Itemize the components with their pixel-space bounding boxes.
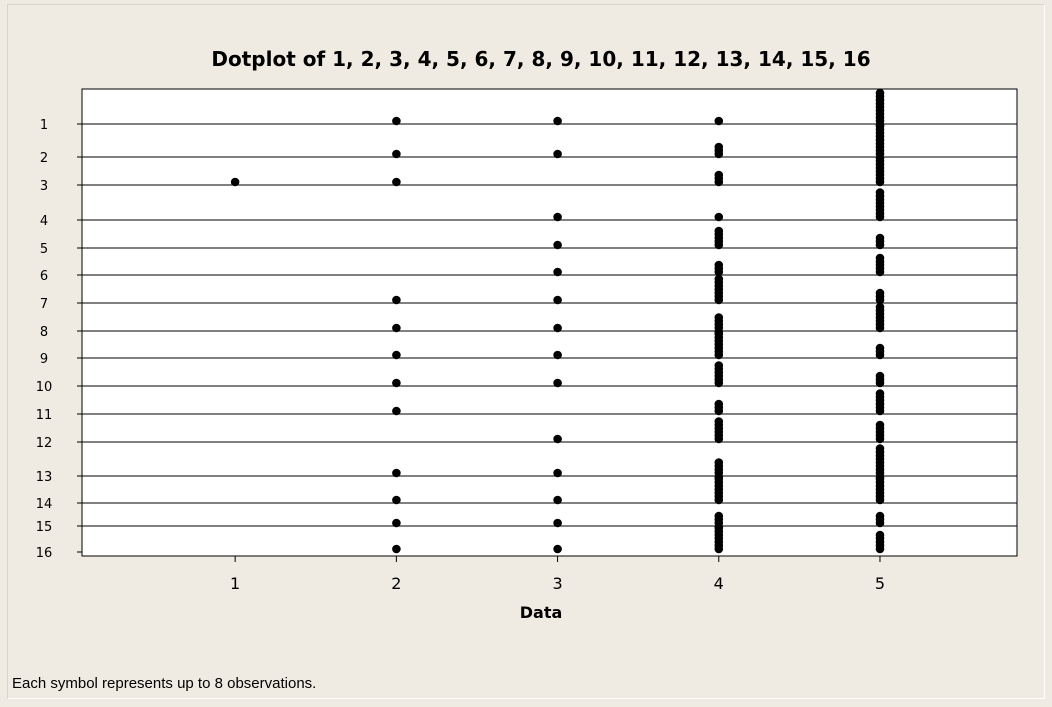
dot-symbol	[231, 178, 240, 187]
dot-symbol	[392, 150, 401, 159]
footnote: Each symbol represents up to 8 observati…	[12, 675, 316, 692]
dot-symbol	[392, 407, 401, 416]
dot-symbol	[715, 171, 724, 180]
row-label: 2	[40, 151, 48, 166]
row-label: 16	[36, 546, 53, 561]
x-tick-label: 5	[875, 574, 885, 593]
dot-symbol	[715, 512, 724, 521]
dot-symbol	[715, 143, 724, 152]
dot-symbol	[715, 328, 724, 337]
dot-symbol	[715, 473, 724, 482]
dot-symbol	[715, 417, 724, 426]
dot-symbol	[553, 379, 562, 388]
row-label: 12	[36, 436, 53, 451]
dot-symbol	[876, 289, 885, 298]
x-axis-label: Data	[520, 603, 563, 622]
dot-symbol	[715, 400, 724, 409]
row-label: 1	[40, 118, 48, 133]
dot-symbol	[392, 469, 401, 478]
dot-symbol	[876, 344, 885, 353]
dot-symbol	[392, 519, 401, 528]
dot-symbol	[553, 241, 562, 250]
x-tick-label: 3	[552, 574, 562, 593]
dot-symbol	[715, 458, 724, 467]
dot-symbol	[553, 324, 562, 333]
dot-symbol	[876, 89, 885, 98]
x-tick-label: 2	[391, 574, 401, 593]
dot-symbol	[392, 379, 401, 388]
dot-symbol	[392, 496, 401, 505]
dot-symbol	[392, 296, 401, 305]
row-label: 10	[36, 380, 53, 395]
dot-symbol	[876, 234, 885, 243]
dot-symbol	[876, 512, 885, 521]
row-label: 13	[36, 470, 53, 485]
row-label: 5	[40, 242, 48, 257]
dot-symbol	[715, 213, 724, 222]
dot-symbol	[392, 351, 401, 360]
dot-symbol	[876, 254, 885, 263]
x-tick-label: 4	[714, 574, 724, 593]
dot-symbol	[715, 523, 724, 532]
dot-symbol	[553, 117, 562, 126]
dot-symbol	[876, 473, 885, 482]
x-tick-label: 1	[230, 574, 240, 593]
dot-symbol	[876, 421, 885, 430]
dot-symbol	[392, 117, 401, 126]
dot-symbol	[876, 188, 885, 197]
row-label: 9	[40, 352, 48, 367]
dot-symbol	[553, 268, 562, 277]
row-label: 14	[36, 497, 53, 512]
row-label: 15	[36, 520, 53, 535]
dot-symbol	[553, 469, 562, 478]
dot-symbol	[553, 519, 562, 528]
x-axis: 1 2 3 4 5	[230, 556, 885, 593]
row-label: 7	[40, 297, 48, 312]
dot-symbol	[553, 351, 562, 360]
dot-symbol	[392, 545, 401, 554]
dot-symbol	[553, 496, 562, 505]
dot-symbol	[553, 296, 562, 305]
dot-symbol	[715, 275, 724, 284]
row-label: 11	[36, 408, 53, 423]
row-label: 3	[40, 179, 48, 194]
row-label: 8	[40, 325, 48, 340]
dot-symbol	[715, 227, 724, 236]
dot-symbol	[876, 389, 885, 398]
dot-symbol	[553, 150, 562, 159]
dot-symbol	[553, 213, 562, 222]
dot-symbol	[715, 361, 724, 370]
dot-symbol	[715, 313, 724, 322]
chart-title: Dotplot of 1, 2, 3, 4, 5, 6, 7, 8, 9, 10…	[211, 47, 870, 71]
dot-symbol	[715, 117, 724, 126]
row-label: 4	[40, 214, 48, 229]
dot-symbol	[876, 531, 885, 540]
dot-symbol	[553, 435, 562, 444]
dot-symbol	[553, 545, 562, 554]
dot-symbol	[876, 444, 885, 453]
dot-symbol	[392, 178, 401, 187]
dot-symbol	[876, 372, 885, 381]
dot-symbol	[876, 303, 885, 312]
dot-symbol	[876, 121, 885, 130]
row-label: 6	[40, 269, 48, 284]
dot-symbol	[876, 154, 885, 163]
dot-symbol	[715, 261, 724, 270]
dot-symbol	[392, 324, 401, 333]
